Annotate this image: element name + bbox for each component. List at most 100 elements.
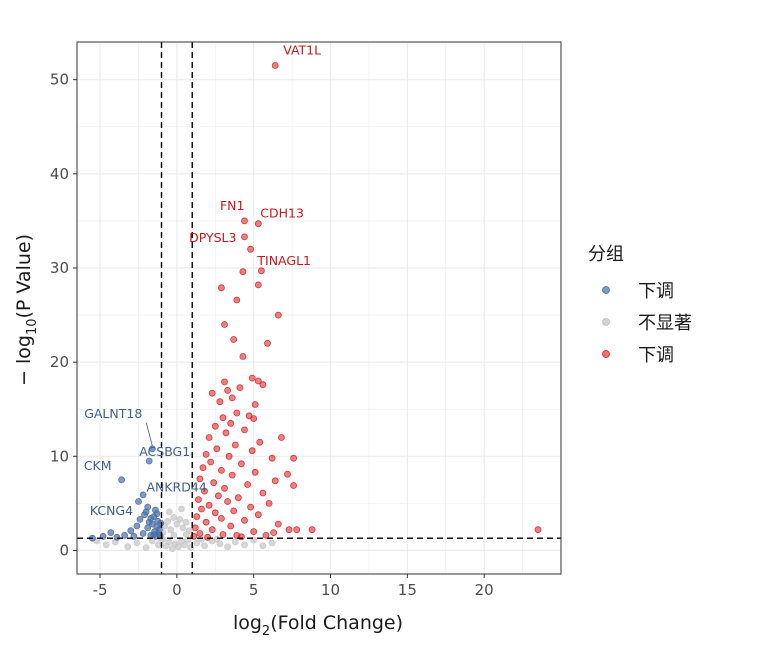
legend: 分组 下调 不显著 下调 (588, 244, 692, 366)
point-not-significant (231, 538, 239, 546)
point-not-significant (102, 541, 110, 549)
plot-panel-border (76, 41, 562, 575)
point-not-significant (216, 540, 224, 548)
point-up (211, 422, 219, 430)
y-tick-label: 40 (50, 165, 69, 183)
point-up (264, 339, 271, 347)
point-up (205, 434, 213, 441)
point-up (236, 384, 244, 392)
axis-ticks: -5 0 5 10 15 20 0 10 20 30 40 50 (50, 71, 494, 599)
threshold-lines (77, 42, 561, 574)
point-up (196, 475, 204, 483)
point-up (241, 516, 248, 524)
point-up (259, 489, 267, 497)
x-tick-label: -5 (93, 581, 108, 599)
point-up (265, 499, 273, 507)
point-up (256, 438, 264, 446)
point-not-significant (142, 544, 150, 551)
point-up (274, 520, 282, 528)
legend-entry-not-significant: 不显著 (602, 313, 692, 334)
point-not-significant (173, 520, 181, 528)
gene-label: TINAGL1 (256, 253, 311, 268)
point-not-significant (201, 542, 208, 550)
point-up (250, 528, 258, 535)
point-down (145, 457, 153, 465)
point-down (147, 515, 155, 522)
gene-label: CKM (84, 458, 112, 473)
point-up (250, 415, 258, 423)
point-up (210, 479, 218, 487)
y-tick-label: 0 (59, 541, 69, 559)
y-tick-label: 20 (50, 353, 69, 371)
point-up (204, 533, 212, 541)
point-up (191, 524, 199, 532)
label-leader-line (145, 422, 153, 446)
point-up (230, 507, 238, 515)
point-up (251, 468, 259, 476)
point-up (257, 267, 265, 275)
x-axis-title: log2(Fold Change) (233, 612, 403, 639)
point-not-significant (213, 535, 221, 543)
point-not-significant (179, 524, 187, 532)
point-up (534, 526, 542, 534)
point-not-significant (268, 539, 276, 547)
point-up (217, 284, 225, 292)
point-up (224, 386, 232, 394)
point-not-significant (241, 541, 248, 549)
point-up (208, 526, 216, 534)
point-up (270, 529, 278, 536)
point-down (148, 445, 156, 453)
point-down (135, 498, 142, 505)
point-up (248, 447, 256, 455)
point-not-significant (176, 516, 184, 523)
x-tick-label: 0 (172, 581, 182, 599)
point-up (231, 441, 239, 449)
point-not-significant (168, 545, 176, 552)
legend-label-not-significant: 不显著 (638, 313, 692, 334)
point-up (247, 245, 255, 253)
point-up (244, 481, 252, 488)
point-up (213, 445, 221, 453)
point-not-significant (182, 518, 190, 526)
legend-key-up (602, 350, 610, 358)
point-not-significant (133, 539, 141, 547)
gene-label: VAT1L (283, 43, 321, 58)
point-down (107, 529, 115, 536)
point-down (127, 527, 135, 535)
point-not-significant (124, 543, 132, 551)
point-down (139, 530, 147, 537)
point-up (196, 530, 204, 537)
y-tick-label: 10 (50, 447, 69, 465)
point-down (153, 510, 161, 518)
point-up (233, 296, 241, 304)
point-up (271, 477, 279, 485)
point-up (271, 62, 279, 69)
point-down (113, 533, 121, 541)
legend-key-not-significant (602, 318, 610, 326)
gene-label: FN1 (220, 198, 245, 213)
gene-label: GALNT18 (84, 406, 142, 421)
x-tick-label: 15 (398, 581, 417, 599)
point-not-significant (170, 532, 178, 539)
point-up (225, 452, 233, 460)
point-not-significant (165, 538, 173, 546)
point-up (308, 526, 316, 534)
point-down (141, 511, 149, 519)
point-not-significant (193, 539, 201, 547)
point-up (254, 281, 262, 289)
point-not-significant (164, 517, 172, 525)
data-points (89, 62, 542, 552)
point-up (228, 394, 236, 402)
gene-label: ANKRD44 (146, 479, 206, 494)
point-not-significant (181, 541, 189, 549)
point-up (208, 389, 216, 397)
legend-key-down (602, 286, 610, 294)
point-up (221, 484, 228, 492)
legend-entry-up: 下调 (602, 345, 674, 366)
point-up (237, 460, 245, 468)
gene-label: CDH13 (260, 206, 304, 221)
point-not-significant (224, 543, 232, 551)
point-up (259, 381, 267, 389)
point-down (144, 503, 152, 511)
point-up (219, 531, 227, 538)
